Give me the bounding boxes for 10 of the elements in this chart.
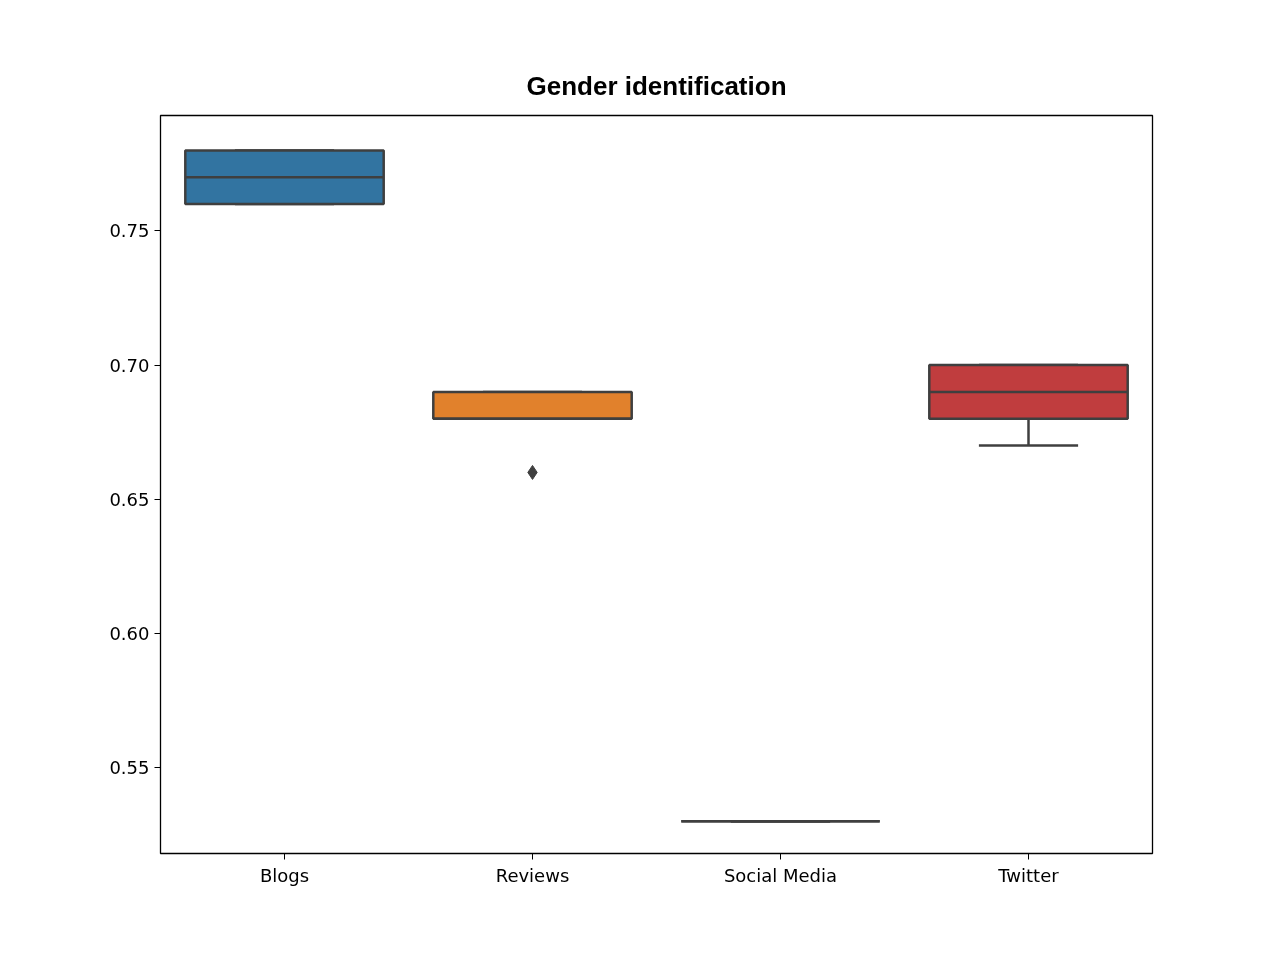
y-tick-label: 0.65	[109, 488, 150, 510]
y-tick-label: 0.70	[109, 354, 150, 376]
chart-title: Gender identification	[526, 70, 787, 101]
y-tick-label: 0.55	[109, 757, 150, 779]
x-tick-label: Twitter	[997, 864, 1060, 886]
x-tick-label: Social Media	[723, 864, 838, 886]
x-tick-label: Blogs	[259, 864, 310, 886]
y-tick-label: 0.60	[109, 622, 150, 644]
x-tick-label: Reviews	[495, 864, 570, 886]
y-tick-label: 0.75	[109, 220, 150, 242]
